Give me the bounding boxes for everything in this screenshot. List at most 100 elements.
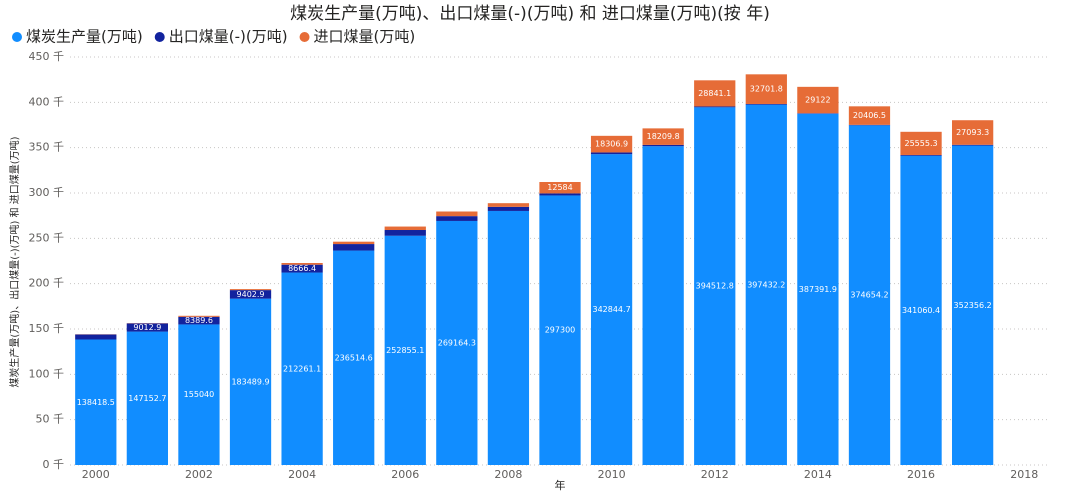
bar-segment — [229, 298, 272, 465]
bar-segment — [229, 290, 272, 299]
data-label: 394512.8 — [696, 282, 734, 291]
legend: 煤炭生产量(万吨) 出口煤量(-)(万吨) 进口煤量(万吨) — [12, 28, 415, 46]
bar-segment — [229, 289, 272, 291]
bar-segment — [281, 264, 323, 273]
bar-segment — [745, 103, 787, 105]
bar-segment — [126, 331, 168, 465]
data-label: 212261.1 — [283, 364, 321, 373]
bar-segment — [436, 211, 478, 217]
data-label: 25555.3 — [905, 139, 938, 148]
data-label: 342844.7 — [592, 305, 630, 314]
x-tick-label: 2000 — [82, 468, 110, 481]
y-tick-label: 200 千 — [29, 277, 65, 290]
bar-segment — [590, 152, 633, 155]
legend-marker — [299, 32, 310, 42]
data-label: 138418.5 — [77, 398, 115, 407]
y-tick-label: 100 千 — [29, 367, 65, 380]
data-label: 20406.5 — [853, 111, 886, 120]
bar-segment — [952, 144, 994, 146]
bar-segment — [642, 144, 684, 147]
x-tick-label: 2014 — [804, 468, 832, 481]
x-tick-label: 2004 — [288, 468, 316, 481]
x-tick-label: 2002 — [185, 468, 213, 481]
bar-segment — [333, 250, 375, 465]
data-label: 341060.4 — [902, 306, 940, 315]
bar-segment — [900, 154, 942, 156]
bar-segment — [694, 106, 736, 108]
data-label: 297300 — [545, 326, 576, 335]
data-label: 387391.9 — [799, 285, 837, 294]
data-label: 9402.9 — [237, 290, 265, 299]
bar-segment — [384, 226, 426, 231]
y-tick-label: 450 千 — [29, 50, 65, 63]
y-tick-label: 150 千 — [29, 322, 65, 335]
bar-segment — [75, 334, 117, 340]
bar-segment — [900, 155, 942, 465]
chart-title: 煤炭生产量(万吨)、出口煤量(-)(万吨) 和 进口煤量(万吨)(按 年) — [290, 4, 770, 24]
data-label: 352356.2 — [954, 301, 992, 310]
data-label: 236514.6 — [335, 353, 373, 362]
x-axis-label: 年 — [555, 478, 566, 492]
bar-segment — [178, 316, 220, 325]
bar-segment — [178, 324, 220, 465]
bar-segment — [642, 128, 684, 145]
bar-segment — [797, 113, 839, 465]
bar-segment — [745, 74, 787, 104]
legend-label: 出口煤量(-)(万吨) — [169, 28, 288, 46]
data-label: 9012.9 — [133, 323, 161, 332]
data-label: 397432.2 — [747, 280, 785, 289]
legend-marker — [154, 32, 165, 42]
bar-segment — [436, 220, 478, 465]
bar-segment — [333, 244, 375, 251]
data-label: 18209.8 — [647, 132, 680, 141]
bar-segment — [384, 235, 426, 465]
bar-segment — [590, 154, 633, 465]
bar-segment — [848, 106, 891, 125]
bar-segment — [642, 146, 684, 465]
bar-segment — [487, 210, 530, 465]
y-tick-label: 400 千 — [29, 95, 65, 108]
x-tick-label: 2008 — [494, 468, 522, 481]
bar-segment — [333, 241, 375, 245]
data-label: 18306.9 — [595, 140, 628, 149]
x-tick-label: 2016 — [907, 468, 935, 481]
y-tick-label: 50 千 — [36, 413, 65, 426]
x-tick-label: 2012 — [701, 468, 729, 481]
data-label: 269164.3 — [438, 338, 476, 347]
bar-segment — [590, 135, 633, 153]
bar-segment — [539, 193, 581, 196]
bar-segment — [436, 216, 478, 221]
data-label: 374654.2 — [850, 291, 888, 300]
bar-segment — [694, 80, 736, 107]
bar-segment — [900, 131, 942, 155]
bar-segment — [745, 104, 787, 465]
bar-segment — [952, 120, 994, 145]
legend-marker — [12, 32, 22, 42]
data-label: 8666.4 — [288, 264, 316, 273]
y-tick-label: 300 千 — [29, 186, 65, 199]
y-axis-label: 煤炭生产量(万吨)、出口煤量(-)(万吨) 和 进口煤量(万吨) — [8, 136, 21, 387]
bar-segment — [952, 145, 994, 465]
bar-segment — [487, 206, 530, 211]
data-label: 32701.8 — [750, 85, 783, 94]
data-label: 27093.3 — [956, 128, 989, 137]
data-label: 252855.1 — [386, 346, 424, 355]
bar-segment — [797, 86, 839, 114]
x-tick-label: 2006 — [391, 468, 419, 481]
legend-label: 煤炭生产量(万吨) — [26, 28, 143, 46]
bar-segment — [848, 125, 891, 465]
y-tick-label: 0 千 — [43, 458, 65, 471]
bar-segment — [178, 315, 220, 317]
bar-segment — [281, 263, 323, 265]
bar-segment — [75, 339, 117, 465]
bar-segment — [797, 113, 839, 114]
bar-segment — [539, 195, 581, 465]
data-label: 28841.1 — [698, 89, 731, 98]
data-label: 12584 — [547, 183, 572, 192]
x-tick-label: 2010 — [598, 468, 626, 481]
data-label: 8389.6 — [185, 316, 213, 325]
data-label: 155040 — [184, 390, 215, 399]
data-label: 147152.7 — [128, 394, 166, 403]
legend-label: 进口煤量(万吨) — [314, 28, 416, 46]
